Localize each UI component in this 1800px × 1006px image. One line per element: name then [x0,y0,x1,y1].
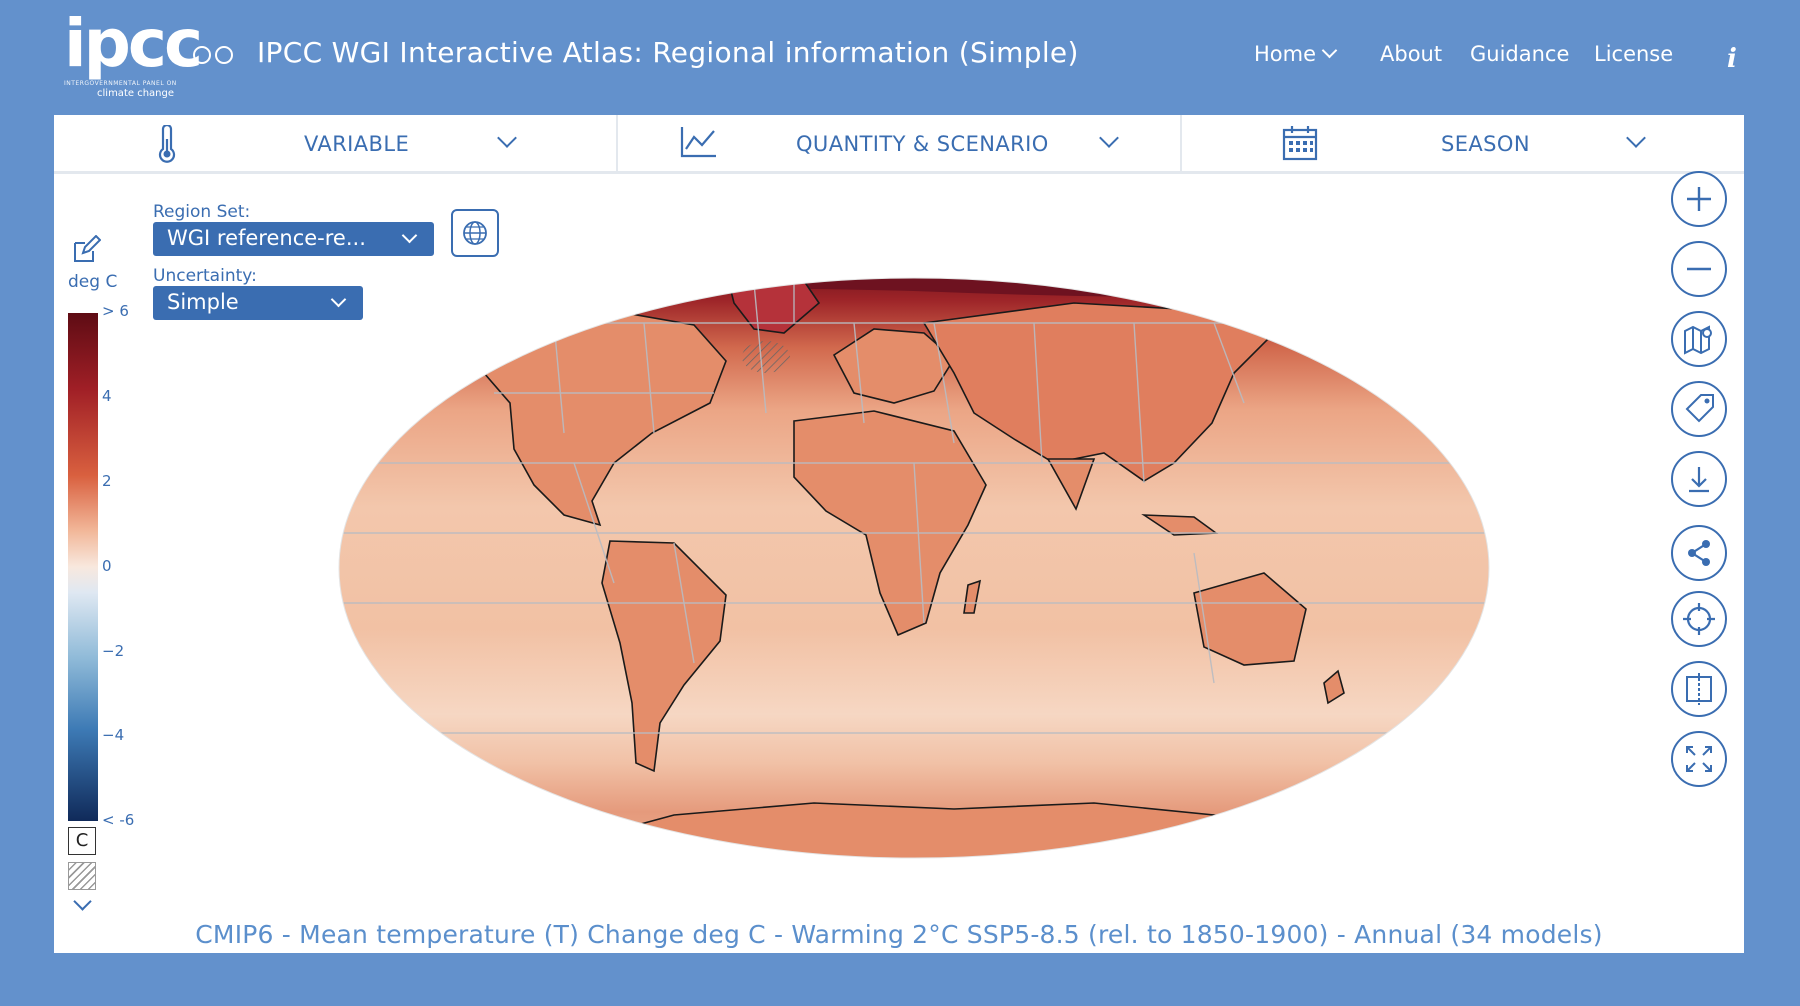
zoom-in-button[interactable] [1671,171,1727,227]
legend-unit: deg C [68,272,118,292]
unep-logo-icon [215,46,233,64]
nav-about[interactable]: About [1380,42,1443,66]
share-button[interactable] [1671,525,1727,581]
compare-icon [1686,673,1712,705]
variable-selector[interactable]: VARIABLE [54,115,618,171]
map-pin-icon [1684,325,1712,355]
selector-toolbar: VARIABLE QUANTITY & SCENARIO SEASON [54,115,1744,174]
page-title: IPCC WGI Interactive Atlas: Regional inf… [257,36,1079,69]
legend-tick: > 6 [102,302,129,320]
download-icon [1689,467,1709,493]
chevron-down-icon [1321,42,1338,59]
logo-subtitle-2: climate change [97,88,174,99]
legend-tick: < -6 [102,811,135,829]
nav-license[interactable]: License [1594,42,1674,66]
map-caption: CMIP6 - Mean temperature (T) Change deg … [195,920,1603,949]
hatching-toggle[interactable] [68,862,96,890]
partner-logos [193,46,233,64]
region-set-select[interactable]: WGI reference-re... [153,222,434,256]
line-chart-icon [680,127,716,158]
region-labels-button[interactable] [1671,381,1727,437]
fullscreen-icon [1686,746,1712,772]
tag-icon [1685,394,1714,423]
uncertainty-select[interactable]: Simple [153,286,363,320]
legend-tick: −4 [102,726,125,744]
quantity-scenario-label: QUANTITY & SCENARIO [796,132,1049,156]
info-icon[interactable]: i [1727,44,1737,74]
zoom-out-button[interactable] [1671,241,1727,297]
thermometer-icon [158,125,176,163]
locate-button[interactable] [1671,591,1727,647]
season-selector[interactable]: SEASON [1182,115,1744,171]
chevron-down-icon [1626,128,1646,148]
chevron-down-icon[interactable] [73,892,92,911]
map-layers-button[interactable] [1671,311,1727,367]
crosshair-icon [1683,603,1715,635]
edit-icon[interactable] [71,235,101,265]
fullscreen-button[interactable] [1671,731,1727,787]
wmo-logo-icon [193,46,211,64]
quantity-scenario-selector[interactable]: QUANTITY & SCENARIO [618,115,1182,171]
logo-wordmark: ipcc [64,5,203,82]
nav-home-label: Home [1254,42,1317,66]
variable-label: VARIABLE [304,132,410,156]
download-button[interactable] [1671,451,1727,507]
calendar-icon [1282,126,1318,161]
chevron-down-icon [1099,128,1119,148]
world-map[interactable] [314,263,1514,873]
colorbar [68,313,98,821]
chevron-down-icon [401,227,418,244]
compare-button[interactable] [1671,661,1727,717]
nav-guidance[interactable]: Guidance [1470,42,1570,66]
atlas-panel: VARIABLE QUANTITY & SCENARIO SEASON [54,115,1744,953]
zoom-out-icon [1687,267,1711,271]
uncertainty-label: Uncertainty: [153,266,257,286]
app-header: ipcc INTERGOVERNMENTAL PANEL ON climate … [0,0,1800,115]
legend-tick: 0 [102,557,112,575]
globe-icon [463,221,487,245]
contour-toggle[interactable]: C [68,827,96,855]
region-globe-button[interactable] [451,209,499,257]
legend-tick: −2 [102,642,125,660]
season-label: SEASON [1441,132,1530,156]
logo-subtitle: INTERGOVERNMENTAL PANEL ON [64,80,177,87]
legend-tick: 2 [102,472,112,490]
nav-home[interactable]: Home [1254,42,1338,66]
uncertainty-value: Simple [167,290,239,314]
ipcc-logo[interactable]: ipcc INTERGOVERNMENTAL PANEL ON climate … [64,5,203,100]
region-set-label: Region Set: [153,202,251,222]
zoom-in-icon [1687,187,1711,211]
region-set-value: WGI reference-re... [167,226,366,250]
legend-tick: 4 [102,387,112,405]
share-icon [1688,540,1710,566]
chevron-down-icon [497,128,517,148]
